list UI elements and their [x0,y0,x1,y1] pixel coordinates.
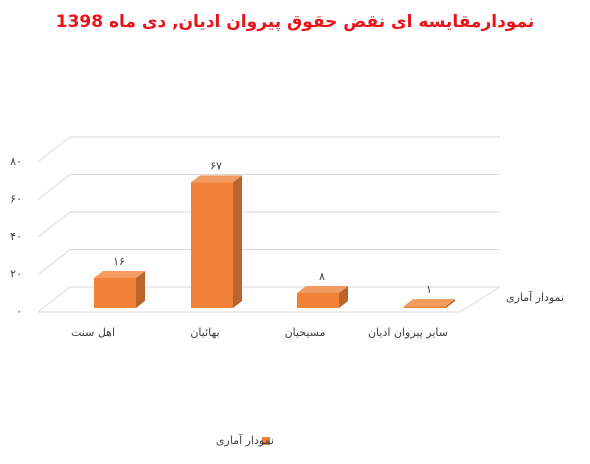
bar-top [297,286,348,293]
bar [404,299,455,308]
data-label: ۶۷ [210,159,222,172]
grid-line [37,174,500,200]
chart-title: نمودارمقایسه ای نقض حقوق پیروان ادیان, د… [56,12,535,32]
bar-top-shade [404,299,455,307]
grid-line [37,136,500,163]
y-tick-label: ۸۰ [10,155,22,168]
bar-front [404,306,446,308]
data-label: ۱۶ [113,255,125,268]
bar-top-shade [191,175,242,183]
grid-line [37,249,500,275]
y-tick-label: ۶۰ [10,193,22,206]
bar-side-shade [446,299,455,308]
bar-front [94,278,136,308]
bar [297,286,348,308]
bar-top [94,271,145,278]
x-tick-label: بهائیان [190,326,219,339]
y-tick-label: ۲۰ [10,268,22,281]
bar-front [191,182,233,308]
bar-side [339,286,348,308]
data-label: ۸ [319,270,325,283]
bar-side-shade [136,271,145,308]
data-label: ۱ [426,283,432,296]
x-tick-label: مسیحیان [285,326,326,339]
floor-right-edge [459,286,501,313]
bar-top [191,175,242,183]
grid-line [37,211,500,238]
bar-side-shade [233,175,242,308]
y-tick-label: ۴۰ [10,230,22,243]
x-tick-label: سایر پیروان ادیان [368,326,448,339]
bar-top [404,299,455,307]
bar [94,271,145,308]
legend-label: نمودار آماری [216,433,274,447]
legend-swatch [262,437,270,445]
bar-side [136,271,145,308]
grid-line [37,286,500,313]
y-tick-label: ۰ [16,305,22,318]
bar-side-shade [339,286,348,308]
bar-side [446,299,455,308]
depth-axis-label: نمودار آماری [506,290,564,304]
bar-top-shade [94,271,145,278]
bar-front [297,293,339,308]
bar-top-shade [297,286,348,293]
bar [191,175,242,308]
bar-side [233,175,242,308]
x-tick-label: اهل سنت [71,326,115,339]
